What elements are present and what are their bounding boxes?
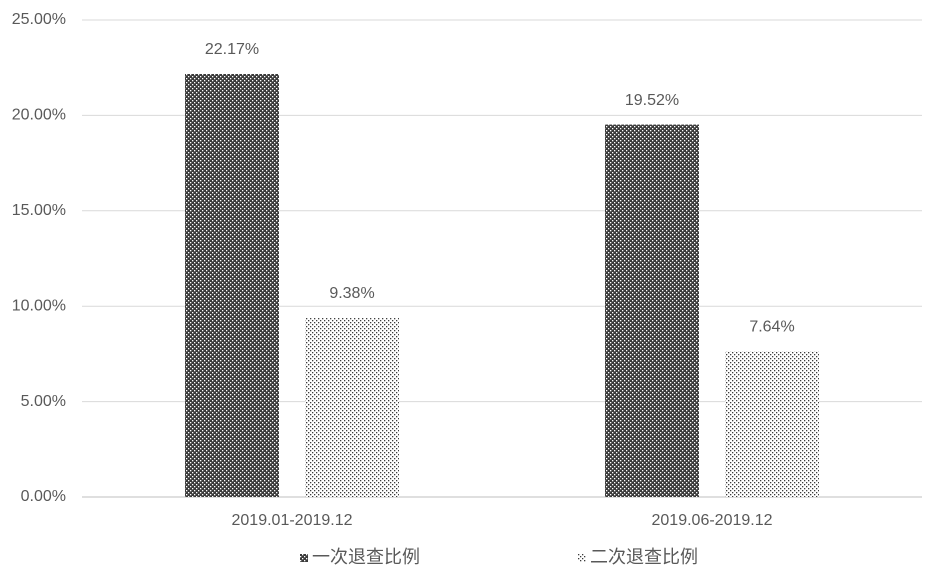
- y-tick-label: 0.00%: [21, 488, 66, 505]
- y-tick-label: 10.00%: [12, 297, 66, 314]
- bar: [605, 124, 699, 497]
- bar: [305, 318, 399, 497]
- x-tick-label: 2019.06-2019.12: [652, 512, 773, 529]
- x-tick-label: 2019.01-2019.12: [232, 512, 353, 529]
- y-tick-label: 25.00%: [12, 11, 66, 28]
- y-tick-label: 20.00%: [12, 107, 66, 124]
- bar: [185, 73, 279, 497]
- legend-marker: [300, 554, 308, 562]
- data-label: 7.64%: [749, 318, 794, 335]
- data-label: 19.52%: [625, 92, 679, 109]
- data-label: 22.17%: [205, 41, 259, 58]
- legend-marker: [578, 554, 586, 562]
- bar: [725, 351, 819, 497]
- data-label: 9.38%: [329, 285, 374, 302]
- y-tick-label: 5.00%: [21, 393, 66, 410]
- legend-label: 二次退查比例: [590, 547, 698, 567]
- y-tick-label: 15.00%: [12, 202, 66, 219]
- legend-label: 一次退查比例: [312, 547, 420, 567]
